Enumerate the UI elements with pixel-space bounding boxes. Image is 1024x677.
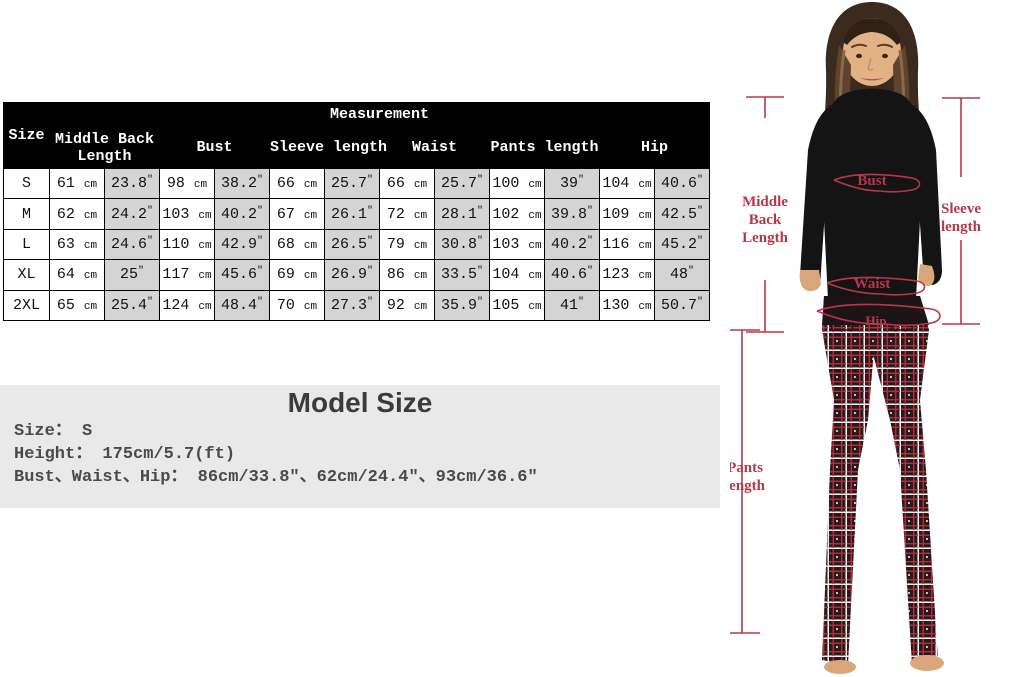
svg-text:Pants: Pants [730,460,763,476]
svg-text:length: length [941,219,982,235]
svg-text:Bust: Bust [857,173,886,189]
svg-text:Waist: Waist [854,276,891,292]
svg-text:Length: Length [742,230,789,246]
svg-text:Middle: Middle [742,194,788,210]
svg-text:Hip: Hip [866,313,887,328]
svg-text:length: length [730,478,766,494]
svg-text:Sleeve: Sleeve [941,201,981,217]
svg-text:Back: Back [749,212,782,228]
